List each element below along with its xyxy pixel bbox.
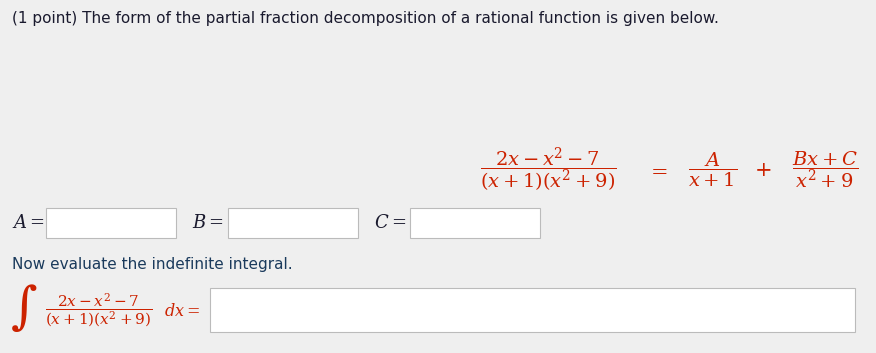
- Text: $\dfrac{2x - x^2 - 7}{(x+1)(x^2+9)}$: $\dfrac{2x - x^2 - 7}{(x+1)(x^2+9)}$: [480, 145, 617, 195]
- Text: $\int$: $\int$: [10, 282, 38, 334]
- Text: $C = $: $C = $: [374, 214, 406, 232]
- Text: $A = $: $A = $: [12, 214, 45, 232]
- FancyBboxPatch shape: [410, 208, 540, 238]
- Text: $\dfrac{Bx+C}{x^2+9}$: $\dfrac{Bx+C}{x^2+9}$: [792, 150, 858, 190]
- FancyBboxPatch shape: [210, 288, 855, 332]
- Text: $B = $: $B = $: [192, 214, 224, 232]
- Text: $\dfrac{2x - x^2 - 7}{(x+1)(x^2+9)}$: $\dfrac{2x - x^2 - 7}{(x+1)(x^2+9)}$: [45, 291, 152, 329]
- Text: $\dfrac{A}{x+1}$: $\dfrac{A}{x+1}$: [689, 151, 738, 189]
- Text: $dx =$: $dx =$: [164, 301, 200, 318]
- Text: $=$: $=$: [647, 160, 668, 180]
- FancyBboxPatch shape: [228, 208, 358, 238]
- Text: (1 point) The form of the partial fraction decomposition of a rational function : (1 point) The form of the partial fracti…: [12, 11, 719, 26]
- FancyBboxPatch shape: [46, 208, 176, 238]
- Text: $+$: $+$: [754, 160, 772, 180]
- Text: Now evaluate the indefinite integral.: Now evaluate the indefinite integral.: [12, 257, 293, 272]
